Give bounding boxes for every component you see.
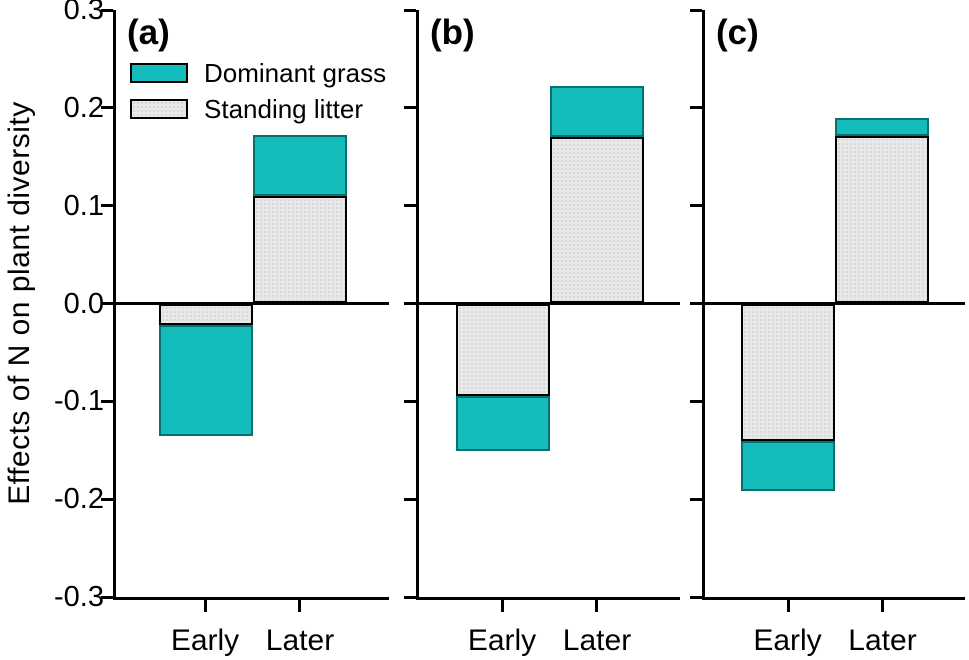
x-tick-mark <box>501 600 504 612</box>
panel-label-a: (a) <box>127 13 170 52</box>
y-tick-label: -0.2 <box>54 483 104 516</box>
y-tick-label: 0.1 <box>63 189 104 222</box>
y-tick-label: 0.2 <box>63 91 104 124</box>
panel-a: (a) Dominant grass Standing litter Early… <box>101 8 389 660</box>
bar-segment-early-litter <box>741 303 835 442</box>
y-tick-mark <box>404 204 416 208</box>
bar-segment-later-grass <box>835 117 929 137</box>
x-tick-label-later: Later <box>562 624 632 657</box>
y-tick-mark <box>404 497 416 501</box>
panel-c: (c) Early Later <box>690 8 965 660</box>
y-tick-mark <box>404 8 416 12</box>
y-tick-label: 0.3 <box>63 0 104 26</box>
y-tick-mark <box>690 8 702 12</box>
y-tick-mark <box>404 302 416 305</box>
y-tick-mark <box>101 106 113 110</box>
y-tick-mark <box>101 595 113 599</box>
x-tick-mark <box>786 600 790 612</box>
x-tick-mark <box>880 600 884 612</box>
y-tick-mark <box>690 497 702 501</box>
bar-segment-early-grass <box>455 396 550 452</box>
y-tick-mark <box>690 302 702 305</box>
plot-area-a <box>101 8 389 612</box>
x-tick-label-later: Later <box>848 624 917 657</box>
legend-swatch-standing-litter <box>130 99 188 119</box>
x-tick-mark <box>204 600 207 612</box>
bar-segment-early-litter <box>455 303 550 397</box>
bar-segment-early-grass <box>158 325 253 436</box>
legend: Dominant grass Standing litter <box>130 60 386 122</box>
x-tick-label-later: Later <box>265 624 335 657</box>
bar-segment-early-litter <box>158 303 253 326</box>
y-tick-mark <box>690 204 702 208</box>
x-tick-label-early: Early <box>467 624 537 657</box>
plot-area-c <box>690 8 965 612</box>
x-tick-mark <box>298 600 301 612</box>
legend-label-standing-litter: Standing litter <box>204 94 363 124</box>
legend-item-standing-litter: Standing litter <box>130 96 386 122</box>
y-tick-label: 0.0 <box>63 287 104 320</box>
y-tick-mark <box>404 595 416 599</box>
y-tick-mark <box>404 399 416 403</box>
panel-label-c: (c) <box>716 13 759 52</box>
bar-segment-later-grass <box>549 86 644 138</box>
y-tick-mark <box>690 106 702 110</box>
zero-line <box>419 302 680 305</box>
legend-item-dominant-grass: Dominant grass <box>130 60 386 86</box>
y-tick-mark <box>101 8 113 12</box>
y-tick-label: -0.3 <box>54 581 104 613</box>
y-tick-mark <box>404 106 416 110</box>
y-tick-mark <box>101 399 113 403</box>
bar-segment-early-grass <box>741 441 835 492</box>
x-tick-label-early: Early <box>753 624 822 657</box>
legend-swatch-dominant-grass <box>130 63 188 83</box>
x-tick-label-early: Early <box>170 624 240 657</box>
y-axis-tick-labels: 0.3 0.2 0.1 0.0 -0.1 -0.2 -0.3 <box>0 0 104 660</box>
y-tick-mark <box>101 302 113 305</box>
bar-segment-later-litter <box>835 136 929 304</box>
legend-label-dominant-grass: Dominant grass <box>204 58 387 88</box>
x-tick-mark <box>595 600 598 612</box>
y-tick-label: -0.1 <box>54 385 104 418</box>
bar-segment-later-litter <box>549 137 644 304</box>
plot-area-b <box>404 8 680 612</box>
y-tick-mark <box>690 399 702 403</box>
y-tick-mark <box>101 497 113 501</box>
zero-line <box>116 302 389 305</box>
panel-label-b: (b) <box>430 13 475 52</box>
bar-segment-later-litter <box>252 195 347 304</box>
y-tick-mark <box>690 595 702 599</box>
bar-segment-later-grass <box>252 135 347 196</box>
panel-b: (b) Early Later <box>404 8 680 660</box>
y-tick-mark <box>101 204 113 208</box>
zero-line <box>705 302 965 305</box>
